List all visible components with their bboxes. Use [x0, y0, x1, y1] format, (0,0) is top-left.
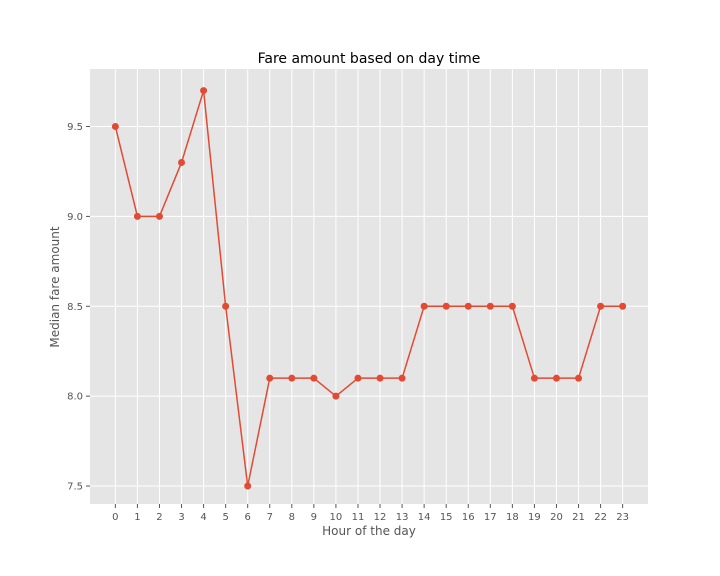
- data-point: [376, 374, 384, 382]
- x-tick-label: 20: [550, 512, 563, 523]
- x-tick-label: 11: [352, 512, 365, 523]
- x-tick-label: 16: [462, 512, 475, 523]
- data-point: [552, 374, 560, 382]
- y-tick-label: 9.5: [67, 122, 83, 133]
- data-point: [530, 374, 538, 382]
- x-tick-label: 0: [112, 512, 118, 523]
- data-point: [508, 302, 516, 310]
- y-tick-label: 8.0: [67, 392, 83, 403]
- series-line: [114, 90, 623, 487]
- data-point: [111, 123, 119, 131]
- x-tick-label: 5: [222, 512, 228, 523]
- x-tick-label: 18: [506, 512, 519, 523]
- data-point: [178, 158, 186, 166]
- data-point: [464, 302, 472, 310]
- data-point: [244, 482, 252, 490]
- x-tick-label: 15: [440, 512, 453, 523]
- y-tick-label: 8.5: [67, 302, 83, 313]
- data-point: [133, 212, 141, 220]
- data-point: [619, 302, 627, 310]
- data-point: [442, 302, 450, 310]
- x-tick-label: 3: [178, 512, 184, 523]
- x-tick-label: 14: [418, 512, 431, 523]
- data-point: [398, 374, 406, 382]
- data-point: [310, 374, 318, 382]
- data-point: [288, 374, 296, 382]
- y-tick-label: 7.5: [67, 482, 83, 493]
- data-point: [155, 212, 163, 220]
- y-tick-label: 9.0: [67, 212, 83, 223]
- data-point: [486, 302, 494, 310]
- plot-area: [90, 69, 648, 504]
- y-axis-label: Median fare amount: [48, 226, 62, 348]
- data-point: [420, 302, 428, 310]
- x-axis: 0 1 2 3 4 5 6 7 8 9 10 11 12 13 14 15 16 17 18 19 20 21 22 23: [112, 504, 629, 523]
- x-tick-label: 8: [289, 512, 295, 523]
- data-point: [597, 302, 605, 310]
- x-tick-label: 1: [134, 512, 140, 523]
- x-tick-label: 19: [528, 512, 541, 523]
- x-tick-label: 6: [245, 512, 251, 523]
- x-tick-label: 21: [572, 512, 585, 523]
- x-tick-label: 13: [396, 512, 409, 523]
- x-tick-label: 7: [267, 512, 273, 523]
- x-tick-label: 10: [330, 512, 343, 523]
- x-tick-label: 12: [374, 512, 387, 523]
- x-axis-label: Hour of the day: [322, 524, 416, 538]
- data-point: [354, 374, 362, 382]
- x-tick-label: 23: [616, 512, 629, 523]
- data-point: [222, 302, 230, 310]
- data-point: [266, 374, 274, 382]
- data-point: [332, 392, 340, 400]
- y-axis: 7.5 8.0 8.5 9.0 9.5: [67, 122, 90, 493]
- data-point: [575, 374, 583, 382]
- x-tick-label: 22: [594, 512, 607, 523]
- grid: [90, 69, 648, 504]
- x-tick-label: 9: [311, 512, 317, 523]
- data-point: [200, 87, 208, 95]
- data-points: [111, 87, 627, 490]
- x-tick-label: 2: [156, 512, 162, 523]
- chart-title: Fare amount based on day time: [258, 51, 481, 67]
- x-tick-label: 17: [484, 512, 497, 523]
- x-tick-label: 4: [200, 512, 206, 523]
